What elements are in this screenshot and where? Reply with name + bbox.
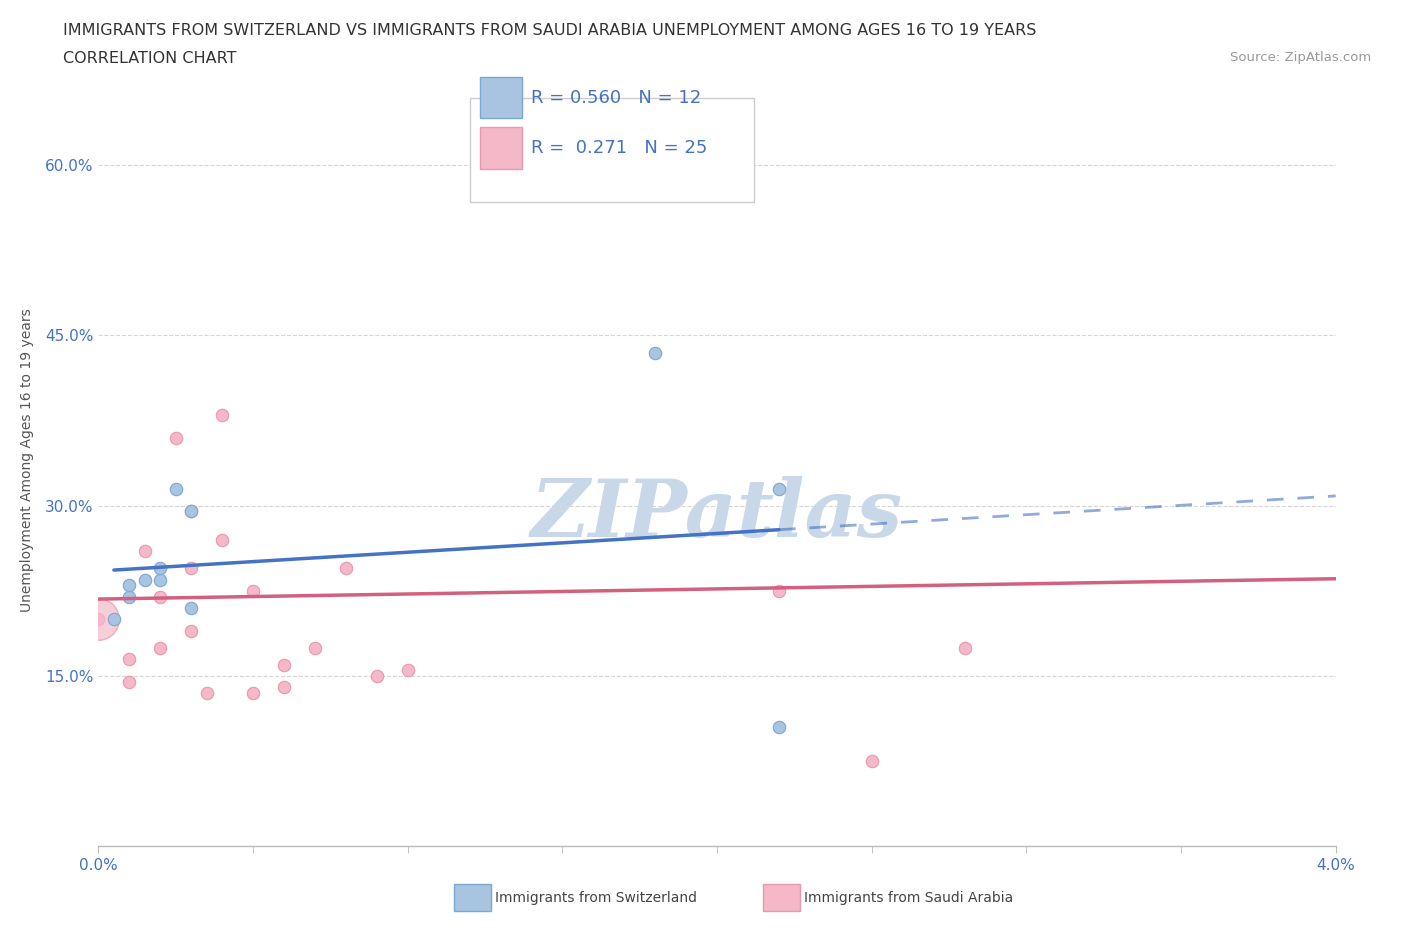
Point: [366, 669, 388, 684]
Point: [149, 572, 172, 587]
Point: [273, 680, 295, 695]
Point: [242, 583, 264, 598]
Point: [180, 601, 202, 616]
Point: [180, 504, 202, 519]
Point: [149, 589, 172, 604]
Point: [180, 504, 202, 519]
Point: [768, 482, 790, 497]
Point: [211, 407, 233, 422]
Point: [242, 685, 264, 700]
Point: [768, 583, 790, 598]
Point: [118, 578, 141, 592]
Text: R =  0.271   N = 25: R = 0.271 N = 25: [531, 139, 707, 157]
Point: [118, 674, 141, 689]
Text: ZIPatlas: ZIPatlas: [531, 475, 903, 553]
Point: [103, 612, 125, 627]
Text: Immigrants from Switzerland: Immigrants from Switzerland: [495, 891, 697, 906]
Point: [180, 561, 202, 576]
Point: [180, 623, 202, 638]
Point: [149, 640, 172, 655]
Point: [768, 720, 790, 735]
Point: [118, 652, 141, 667]
Point: [335, 561, 357, 576]
Point: [149, 561, 172, 576]
FancyBboxPatch shape: [479, 76, 522, 118]
Point: [644, 129, 666, 144]
Point: [165, 482, 187, 497]
Point: [118, 589, 141, 604]
Point: [211, 532, 233, 547]
Text: Source: ZipAtlas.com: Source: ZipAtlas.com: [1230, 51, 1371, 64]
Point: [860, 753, 883, 768]
Text: IMMIGRANTS FROM SWITZERLAND VS IMMIGRANTS FROM SAUDI ARABIA UNEMPLOYMENT AMONG A: IMMIGRANTS FROM SWITZERLAND VS IMMIGRANT…: [63, 23, 1036, 38]
Point: [644, 345, 666, 360]
Point: [273, 658, 295, 672]
Point: [134, 544, 156, 559]
Text: Immigrants from Saudi Arabia: Immigrants from Saudi Arabia: [804, 891, 1014, 906]
FancyBboxPatch shape: [470, 98, 754, 202]
Point: [165, 431, 187, 445]
Point: [304, 640, 326, 655]
Y-axis label: Unemployment Among Ages 16 to 19 years: Unemployment Among Ages 16 to 19 years: [20, 309, 34, 612]
Point: [396, 663, 419, 678]
Text: R = 0.560   N = 12: R = 0.560 N = 12: [531, 88, 702, 107]
Text: CORRELATION CHART: CORRELATION CHART: [63, 51, 236, 66]
Point: [87, 612, 110, 627]
Point: [134, 572, 156, 587]
Point: [195, 685, 218, 700]
Point: [87, 612, 110, 627]
Point: [953, 640, 976, 655]
FancyBboxPatch shape: [479, 126, 522, 168]
